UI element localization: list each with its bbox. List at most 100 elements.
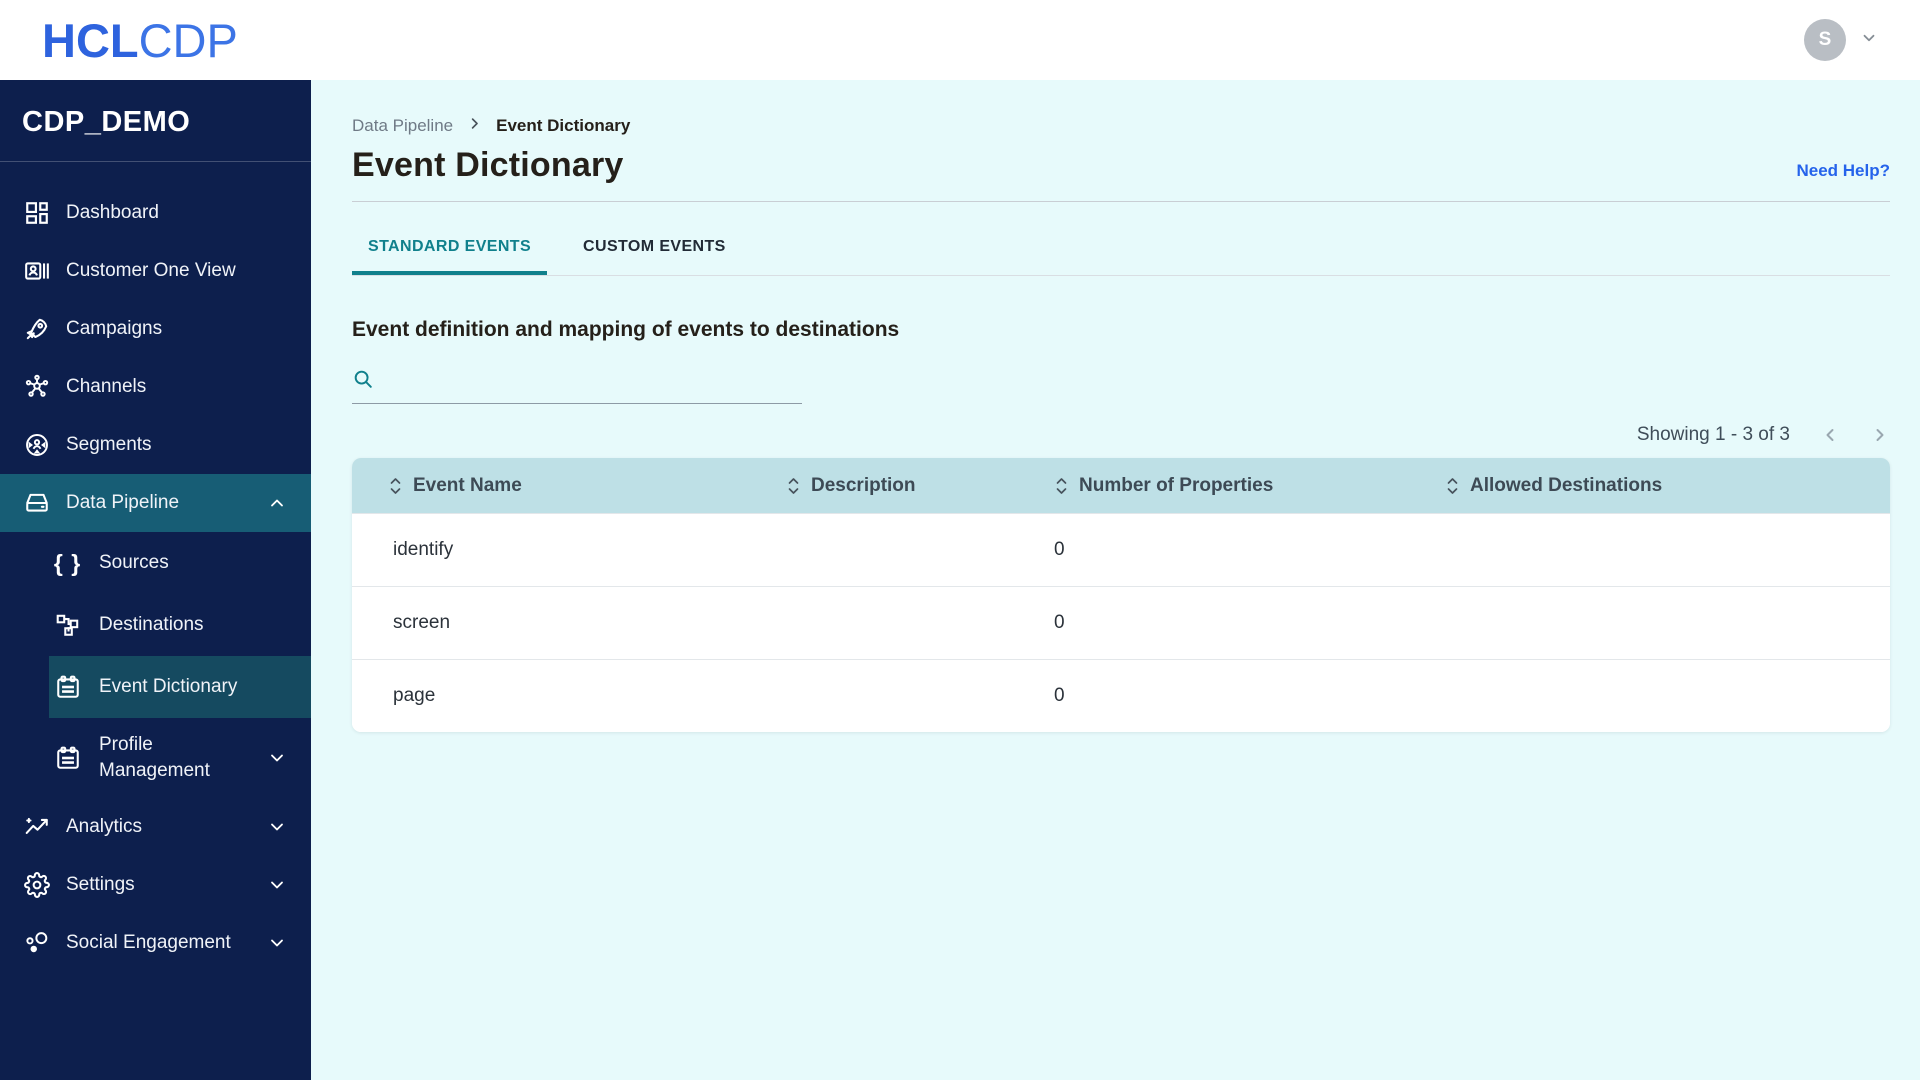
chevron-down-icon[interactable] — [267, 933, 287, 953]
sidebar-item-label: Social Engagement — [66, 932, 231, 953]
analytics-icon — [23, 814, 50, 841]
column-header-description[interactable]: Description — [786, 458, 1054, 513]
sidebar-item-label: Data Pipeline — [66, 492, 180, 513]
network-icon — [23, 374, 50, 401]
destinations-icon — [54, 612, 81, 639]
sidebar-item-label: Campaigns — [66, 318, 163, 339]
cell-description — [786, 587, 1054, 659]
title-divider — [352, 201, 1890, 202]
chevron-up-icon[interactable] — [267, 493, 287, 513]
logo-cdp: CDP — [138, 13, 238, 67]
main-content: Data Pipeline Event Dictionary Event Dic… — [311, 80, 1920, 1080]
tab-custom-events[interactable]: CUSTOM EVENTS — [583, 238, 726, 255]
sidebar-item-label: Profile Management — [99, 734, 210, 781]
sort-icon — [1447, 477, 1458, 494]
segments-icon — [23, 432, 50, 459]
sidebar-item-segments[interactable]: Segments — [0, 416, 311, 474]
cell-number-of-properties: 0 — [1054, 685, 1065, 706]
sidebar-item-label: Analytics — [66, 816, 143, 837]
rocket-icon — [23, 316, 50, 343]
breadcrumb-parent[interactable]: Data Pipeline — [352, 116, 454, 135]
breadcrumb: Data Pipeline Event Dictionary — [352, 116, 1890, 136]
sidebar-item-label: Event Dictionary — [99, 676, 238, 697]
sidebar-item-settings[interactable]: Settings — [0, 856, 311, 914]
gear-icon — [23, 872, 50, 899]
table-row[interactable]: page 0 — [352, 659, 1890, 732]
column-header-allowed-destinations[interactable]: Allowed Destinations — [1445, 458, 1890, 513]
sidebar-item-label: Customer One View — [66, 260, 236, 281]
sidebar-item-label: Sources — [99, 552, 169, 573]
social-bubbles-icon — [23, 930, 50, 957]
sidebar-item-profile-management[interactable]: Profile Management — [0, 718, 311, 798]
pagination-next-icon[interactable] — [1870, 425, 1890, 445]
page-title: Event Dictionary — [352, 146, 624, 184]
sidebar-item-channels[interactable]: Channels — [0, 358, 311, 416]
sidebar-item-label: Dashboard — [66, 202, 159, 223]
need-help-link[interactable]: Need Help? — [1796, 161, 1890, 180]
hcl-cdp-logo: HCLCDP — [42, 17, 238, 64]
search-box[interactable] — [352, 368, 802, 404]
title-row: Event Dictionary Need Help? — [352, 146, 1890, 185]
cell-allowed-destinations — [1445, 660, 1890, 732]
sidebar-divider — [0, 161, 311, 162]
breadcrumb-chevron-icon — [467, 116, 482, 136]
pagination-prev-icon[interactable] — [1820, 425, 1840, 445]
customer-one-view-icon — [23, 258, 50, 285]
cell-event-name: page — [393, 685, 436, 706]
sidebar-item-label: Settings — [66, 874, 135, 895]
cell-allowed-destinations — [1445, 587, 1890, 659]
logo-hcl: HCL — [42, 13, 139, 67]
column-header-number-of-properties[interactable]: Number of Properties — [1054, 458, 1445, 513]
cell-event-name: identify — [393, 539, 454, 560]
chevron-down-icon[interactable] — [1860, 29, 1878, 52]
search-input[interactable] — [384, 371, 802, 392]
sidebar-item-dashboard[interactable]: Dashboard — [0, 184, 311, 242]
column-header-event-name[interactable]: Event Name — [352, 458, 786, 513]
sidebar-item-data-pipeline[interactable]: Data Pipeline — [0, 474, 311, 532]
section-heading: Event definition and mapping of events t… — [352, 318, 900, 341]
sort-icon — [788, 477, 799, 494]
sidebar: CDP_DEMO Dashboard Customer One View Cam — [0, 80, 311, 1080]
table-header-row: Event Name Description Number of Propert… — [352, 458, 1890, 513]
cell-number-of-properties: 0 — [1054, 612, 1065, 633]
account-menu[interactable]: S — [1804, 19, 1878, 61]
cell-event-name: screen — [393, 612, 451, 633]
sidebar-item-campaigns[interactable]: Campaigns — [0, 300, 311, 358]
sidebar-nav: Dashboard Customer One View Campaigns Ch… — [0, 162, 311, 972]
sidebar-item-event-dictionary[interactable]: Event Dictionary — [49, 656, 311, 718]
sources-icon: { } — [53, 549, 82, 576]
pagination: Showing 1 - 3 of 3 — [352, 424, 1890, 446]
sidebar-item-customer-one-view[interactable]: Customer One View — [0, 242, 311, 300]
chevron-down-icon[interactable] — [267, 748, 287, 768]
cell-description — [786, 514, 1054, 586]
sidebar-item-label: Segments — [66, 434, 152, 455]
cell-allowed-destinations — [1445, 514, 1890, 586]
top-header-bar: HCLCDP S — [0, 0, 1920, 80]
workspace-name: CDP_DEMO — [22, 106, 191, 138]
search-icon — [352, 368, 374, 395]
sidebar-item-analytics[interactable]: Analytics — [0, 798, 311, 856]
sidebar-item-social-engagement[interactable]: Social Engagement — [0, 914, 311, 972]
dashboard-icon — [23, 200, 50, 227]
event-dictionary-icon — [54, 674, 81, 701]
events-table: Event Name Description Number of Propert… — [352, 458, 1890, 732]
breadcrumb-current: Event Dictionary — [496, 116, 631, 135]
cell-description — [786, 660, 1054, 732]
avatar[interactable]: S — [1804, 19, 1846, 61]
sidebar-item-label: Destinations — [99, 614, 204, 635]
chevron-down-icon[interactable] — [267, 875, 287, 895]
sidebar-item-sources[interactable]: { } Sources — [0, 532, 311, 594]
cell-number-of-properties: 0 — [1054, 539, 1065, 560]
data-pipeline-icon — [23, 490, 50, 517]
table-row[interactable]: screen 0 — [352, 586, 1890, 659]
sort-icon — [1056, 477, 1067, 494]
tab-standard-events[interactable]: STANDARD EVENTS — [352, 228, 548, 275]
chevron-down-icon[interactable] — [267, 817, 287, 837]
tab-bar: STANDARD EVENTS CUSTOM EVENTS — [352, 228, 1890, 276]
pagination-text: Showing 1 - 3 of 3 — [1636, 424, 1790, 445]
sidebar-item-destinations[interactable]: Destinations — [0, 594, 311, 656]
profile-management-icon — [54, 745, 81, 772]
sidebar-item-label: Channels — [66, 376, 147, 397]
table-row[interactable]: identify 0 — [352, 513, 1890, 586]
